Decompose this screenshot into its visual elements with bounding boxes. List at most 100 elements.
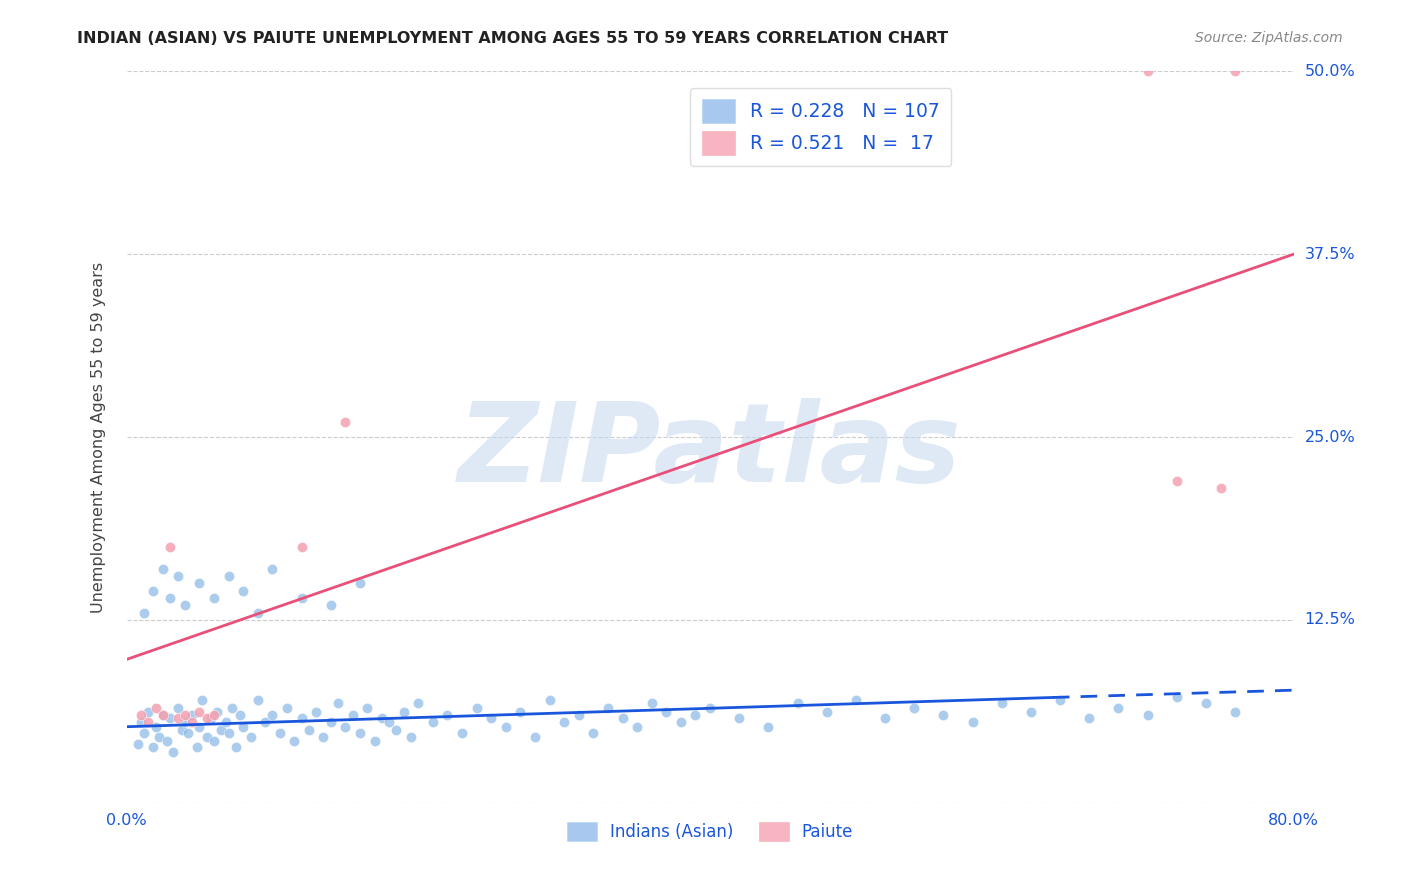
Point <box>177 725 200 739</box>
Point <box>363 734 385 748</box>
Point <box>626 720 648 734</box>
Point <box>188 576 211 591</box>
Point <box>162 745 184 759</box>
Point <box>335 720 357 734</box>
Point <box>553 715 575 730</box>
Point <box>298 723 321 737</box>
Point <box>1223 64 1246 78</box>
Point <box>815 705 838 719</box>
Point <box>205 705 228 719</box>
Point <box>932 708 955 723</box>
Point <box>232 583 254 598</box>
Point <box>202 734 225 748</box>
Point <box>312 730 335 744</box>
Point <box>174 715 197 730</box>
Point <box>378 715 401 730</box>
Point <box>436 708 458 723</box>
Point <box>1209 481 1232 495</box>
Point <box>290 711 312 725</box>
Text: 25.0%: 25.0% <box>1305 430 1355 444</box>
Point <box>145 700 167 714</box>
Point <box>699 700 721 714</box>
Point <box>225 740 247 755</box>
Point <box>129 715 152 730</box>
Point <box>221 700 243 714</box>
Point <box>138 715 160 730</box>
Point <box>254 715 277 730</box>
Point <box>319 715 342 730</box>
Point <box>127 737 149 751</box>
Point <box>152 708 174 723</box>
Point <box>1166 690 1188 705</box>
Point <box>218 569 240 583</box>
Point <box>159 591 181 605</box>
Point <box>524 730 547 744</box>
Point <box>246 693 269 707</box>
Point <box>166 700 188 714</box>
Point <box>903 700 925 714</box>
Point <box>612 711 634 725</box>
Point <box>202 591 225 605</box>
Point <box>342 708 364 723</box>
Point <box>786 696 808 710</box>
Point <box>495 720 517 734</box>
Point <box>538 693 561 707</box>
Point <box>509 705 531 719</box>
Point <box>152 562 174 576</box>
Point <box>640 696 664 710</box>
Text: Source: ZipAtlas.com: Source: ZipAtlas.com <box>1195 31 1343 45</box>
Point <box>845 693 868 707</box>
Point <box>246 606 269 620</box>
Point <box>465 700 488 714</box>
Point <box>756 720 779 734</box>
Point <box>215 715 238 730</box>
Point <box>356 700 378 714</box>
Point <box>269 725 291 739</box>
Point <box>335 416 357 430</box>
Point <box>1019 705 1042 719</box>
Point <box>142 740 165 755</box>
Point <box>283 734 305 748</box>
Point <box>451 725 474 739</box>
Text: ZIPatlas: ZIPatlas <box>458 398 962 505</box>
Point <box>1136 64 1159 78</box>
Point <box>326 696 349 710</box>
Point <box>145 720 167 734</box>
Point <box>195 711 218 725</box>
Point <box>132 606 155 620</box>
Point <box>181 708 204 723</box>
Point <box>1078 711 1101 725</box>
Point <box>290 591 312 605</box>
Point <box>138 705 160 719</box>
Point <box>1108 700 1130 714</box>
Point <box>582 725 605 739</box>
Point <box>349 725 371 739</box>
Point <box>262 708 284 723</box>
Point <box>232 720 254 734</box>
Point <box>229 708 252 723</box>
Point <box>200 711 222 725</box>
Point <box>385 723 408 737</box>
Point <box>174 708 197 723</box>
Legend: Indians (Asian), Paiute: Indians (Asian), Paiute <box>558 814 862 849</box>
Point <box>422 715 444 730</box>
Point <box>655 705 678 719</box>
Point <box>188 720 211 734</box>
Text: INDIAN (ASIAN) VS PAIUTE UNEMPLOYMENT AMONG AGES 55 TO 59 YEARS CORRELATION CHAR: INDIAN (ASIAN) VS PAIUTE UNEMPLOYMENT AM… <box>77 31 949 46</box>
Point <box>875 711 897 725</box>
Point <box>166 569 188 583</box>
Point <box>170 723 193 737</box>
Point <box>202 708 225 723</box>
Point <box>159 711 181 725</box>
Text: 50.0%: 50.0% <box>1305 64 1355 78</box>
Point <box>1136 708 1159 723</box>
Point <box>132 725 155 739</box>
Point <box>262 562 284 576</box>
Point <box>1049 693 1071 707</box>
Point <box>1195 696 1218 710</box>
Point <box>152 708 174 723</box>
Point <box>371 711 394 725</box>
Point <box>156 734 179 748</box>
Point <box>290 540 312 554</box>
Point <box>962 715 984 730</box>
